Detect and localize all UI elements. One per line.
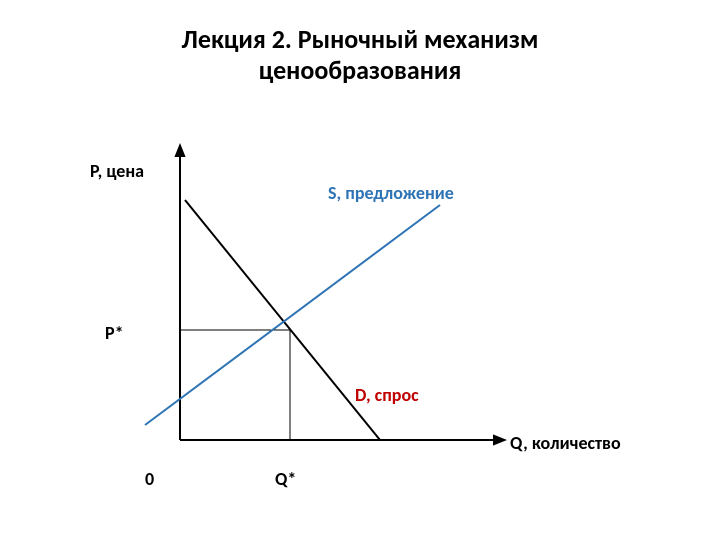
origin-label: 0	[145, 468, 154, 490]
demand-line	[185, 200, 380, 440]
supply-line-label: S, предложение	[328, 182, 454, 204]
demand-line-label: D, спрос	[355, 384, 419, 406]
q-star-label: Q*	[275, 468, 296, 490]
x-axis-arrow	[493, 434, 507, 445]
supply-demand-chart	[0, 0, 720, 540]
y-axis-label: P, цена	[90, 160, 144, 182]
x-axis-label: Q, количество	[510, 432, 621, 454]
slide: Лекция 2. Рыночный механизм ценообразова…	[0, 0, 720, 540]
y-axis-arrow	[174, 143, 185, 157]
p-star-label: P*	[105, 322, 124, 344]
